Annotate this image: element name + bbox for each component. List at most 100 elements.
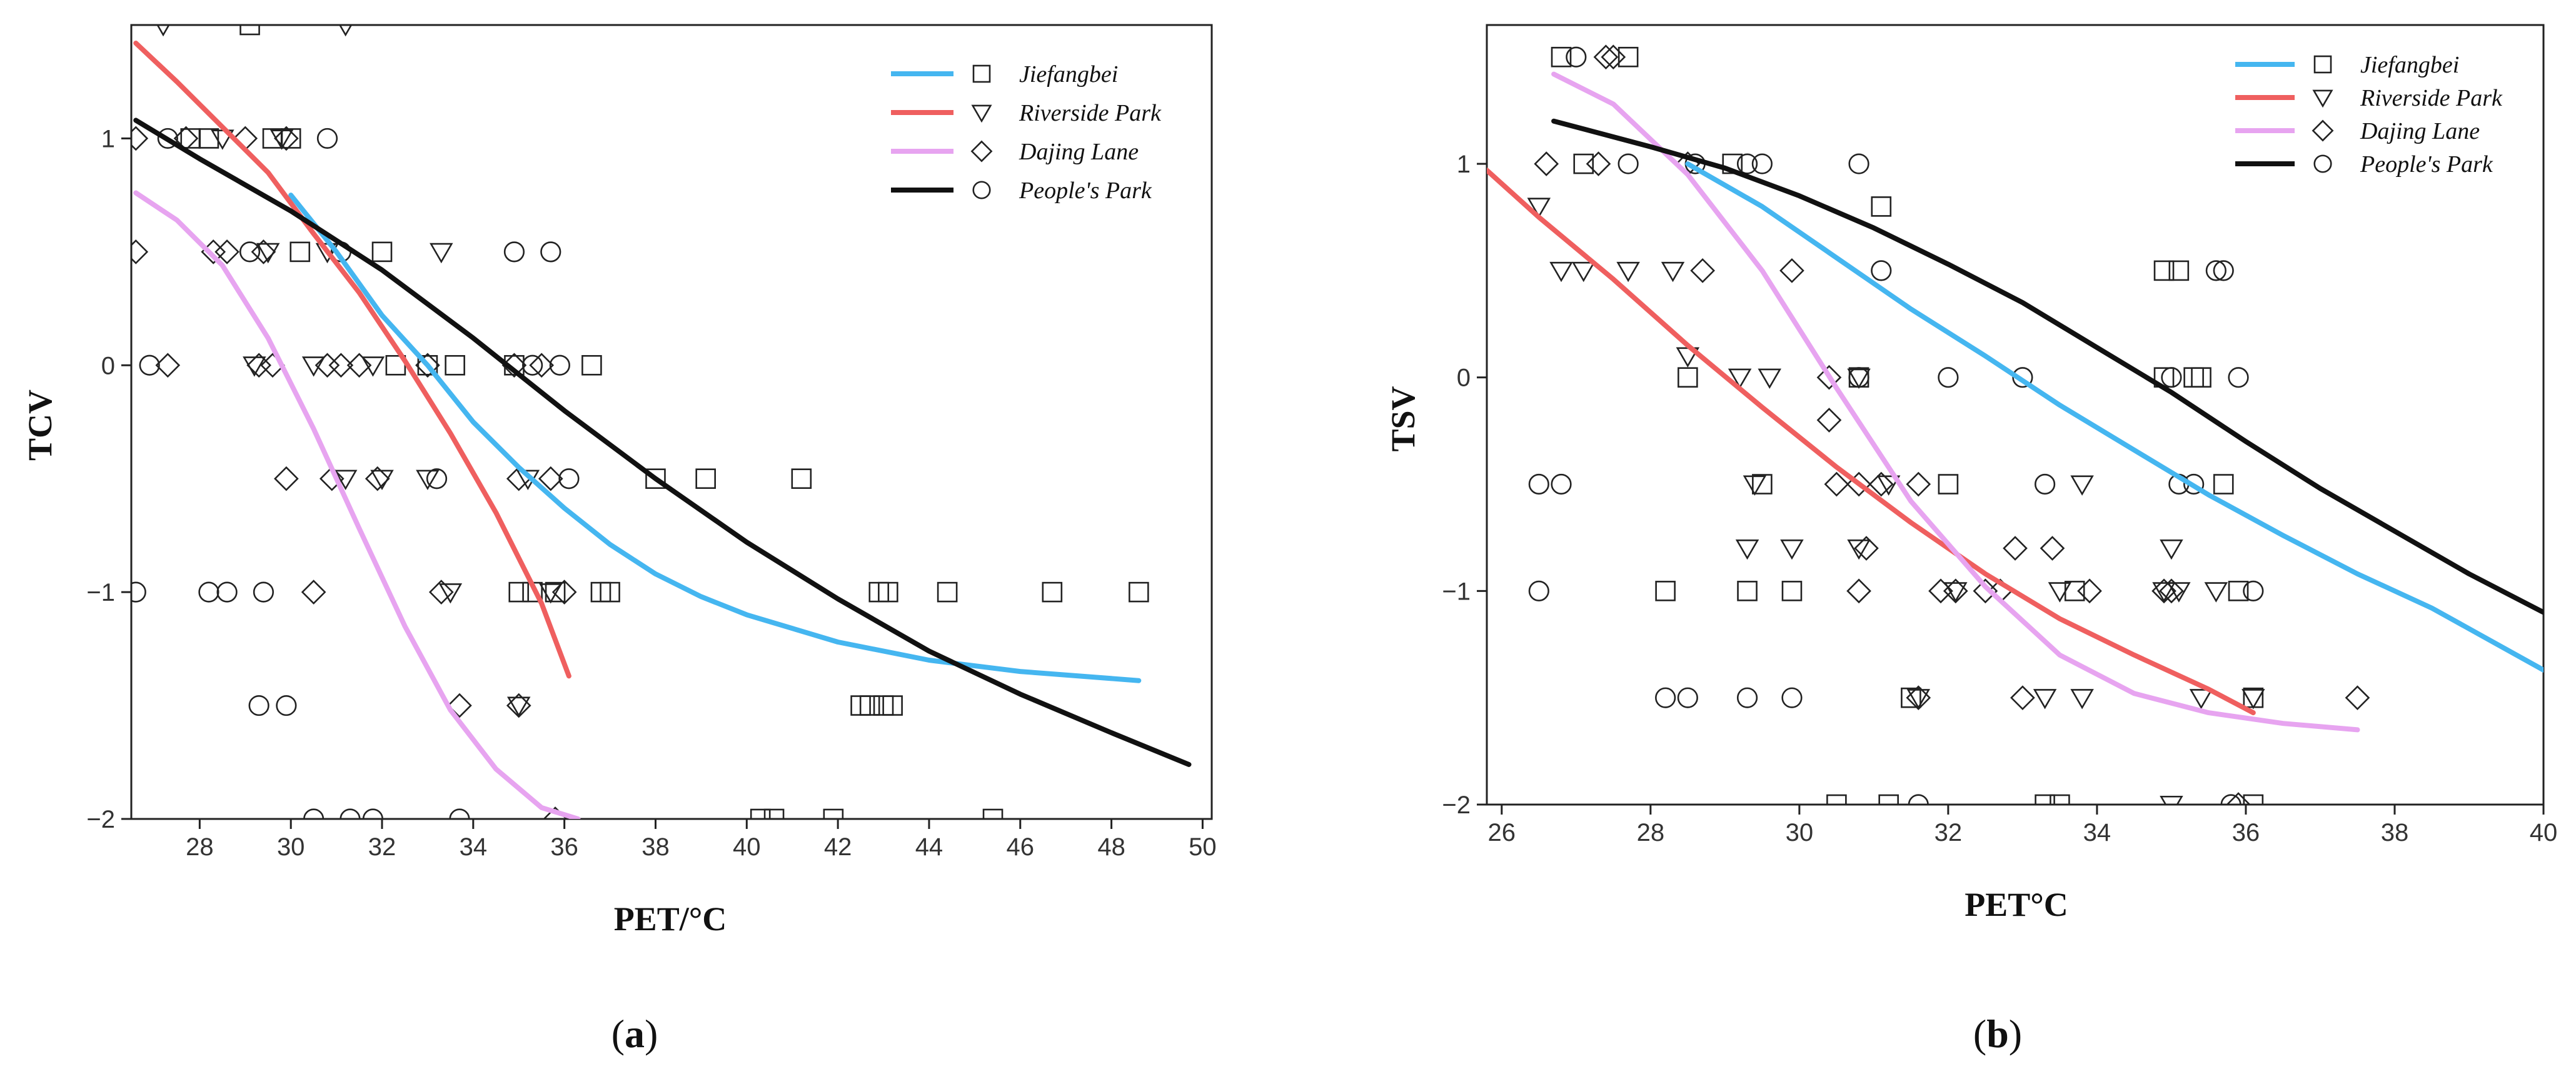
data-point-jiefangbei xyxy=(1901,687,1921,708)
data-point-people-s-park xyxy=(239,241,261,263)
data-point-dajing-lane xyxy=(314,353,340,378)
data-point-people-s-park xyxy=(549,354,570,376)
data-point-people-s-park xyxy=(1528,580,1549,601)
data-point-dajing-lane xyxy=(415,353,440,378)
data-point-jiefangbei xyxy=(2064,581,2085,601)
data-point-dajing-lane xyxy=(1906,685,1931,711)
data-point-people-s-park xyxy=(2213,260,2234,281)
curve-dajing-lane xyxy=(133,190,581,819)
plot-area-b xyxy=(1487,44,2543,805)
data-point-people-s-park xyxy=(1751,153,1773,174)
data-point-people-s-park xyxy=(2161,367,2182,388)
data-point-riverside-park xyxy=(1780,539,1804,560)
data-point-dajing-lane xyxy=(1690,258,1715,283)
data-point-jiefangbei xyxy=(1551,46,1572,68)
data-point-jiefangbei xyxy=(2168,260,2190,281)
data-point-dajing-lane xyxy=(1586,151,1611,176)
data-point-jiefangbei xyxy=(1878,794,1899,805)
data-point-jiefangbei xyxy=(2228,581,2249,601)
x-tick-label: 34 xyxy=(2083,819,2111,846)
data-point-dajing-lane xyxy=(1816,364,1842,390)
data-point-riverside-park xyxy=(1847,368,1871,389)
data-point-dajing-lane xyxy=(214,239,239,264)
data-point-people-s-park xyxy=(2243,580,2264,601)
curve-jiefangbei xyxy=(288,193,1142,683)
data-point-riverside-park xyxy=(1728,368,1752,389)
x-tick-label: 32 xyxy=(1935,819,1963,846)
legend-marker-jiefangbei xyxy=(2313,55,2332,74)
data-point-people-s-park xyxy=(1781,687,1803,708)
data-point-jiefangbei xyxy=(371,241,393,263)
data-point-riverside-park xyxy=(1944,582,1968,603)
data-point-jiefangbei xyxy=(198,128,219,149)
data-point-riverside-park xyxy=(1735,539,1759,560)
data-point-dajing-lane xyxy=(2151,578,2176,604)
data-point-riverside-park xyxy=(1616,261,1640,283)
data-point-people-s-park xyxy=(1908,794,1929,805)
legend-marker-dajing-lane xyxy=(970,140,993,163)
data-point-riverside-park xyxy=(1906,689,1931,710)
data-point-dajing-lane xyxy=(1593,44,1619,70)
data-point-people-s-park xyxy=(1848,153,1869,174)
data-point-people-s-park xyxy=(1736,687,1758,708)
y-tick-label: 0 xyxy=(1457,364,1471,392)
data-point-dajing-lane xyxy=(538,466,563,491)
data-point-jiefangbei xyxy=(1938,474,1959,494)
data-point-jiefangbei xyxy=(2213,474,2234,494)
data-point-dajing-lane xyxy=(2077,578,2102,604)
data-point-riverside-park xyxy=(2152,582,2176,603)
data-point-jiefangbei xyxy=(2183,367,2204,388)
data-point-riverside-park xyxy=(438,583,463,604)
data-point-riverside-park xyxy=(1876,475,1901,496)
data-point-jiefangbei xyxy=(763,808,785,819)
data-point-jiefangbei xyxy=(1871,196,1892,217)
data-point-jiefangbei xyxy=(600,581,620,603)
legend-label-riverside-park: Riverside Park xyxy=(1019,100,1162,126)
data-point-people-s-park xyxy=(340,808,361,819)
data-point-people-s-park xyxy=(303,808,325,819)
data-point-riverside-park xyxy=(2160,795,2183,805)
data-point-riverside-park xyxy=(1527,198,1551,218)
points-riverside-park xyxy=(1527,198,2265,805)
data-point-jiefangbei xyxy=(280,128,301,149)
data-point-jiefangbei xyxy=(859,695,880,716)
legend-marker-people-s-park xyxy=(972,181,991,199)
x-tick-label: 44 xyxy=(915,833,943,861)
xlabel-a: PET/°C xyxy=(614,900,727,938)
data-point-dajing-lane xyxy=(274,466,299,491)
data-point-dajing-lane xyxy=(155,353,181,378)
data-point-jiefangbei xyxy=(2191,367,2211,388)
data-point-jiefangbei xyxy=(750,808,771,819)
data-point-riverside-park xyxy=(361,356,385,377)
data-point-dajing-lane xyxy=(131,239,149,264)
legend-label-jiefangbei: Jiefangbei xyxy=(2360,52,2459,78)
data-point-dajing-lane xyxy=(1601,44,1626,70)
data-point-dajing-lane xyxy=(2003,536,2028,561)
x-tick-label: 36 xyxy=(550,833,578,861)
y-tick-label: −1 xyxy=(1442,578,1471,605)
curve-people-s-park xyxy=(133,118,1192,767)
data-point-dajing-lane xyxy=(301,580,326,605)
data-point-dajing-lane xyxy=(2345,685,2370,711)
data-point-dajing-lane xyxy=(2226,792,2251,805)
data-point-dajing-lane xyxy=(2010,685,2035,711)
y-tick-label: 0 xyxy=(101,352,115,379)
data-point-riverside-park xyxy=(506,696,531,717)
data-point-dajing-lane xyxy=(501,353,527,378)
x-tick-label: 42 xyxy=(824,833,852,861)
data-point-jiefangbei xyxy=(937,581,958,603)
legend-marker-dajing-lane xyxy=(2312,119,2334,142)
data-point-people-s-park xyxy=(216,581,238,603)
data-point-riverside-park xyxy=(1571,261,1596,283)
data-point-dajing-lane xyxy=(447,693,472,718)
data-point-people-s-park xyxy=(503,241,525,263)
data-point-people-s-park xyxy=(522,354,543,376)
legend-label-dajing-lane: Dajing Lane xyxy=(2360,118,2480,144)
data-point-riverside-park xyxy=(339,25,353,37)
data-point-riverside-park xyxy=(416,469,440,491)
data-point-people-s-park xyxy=(1736,153,1758,174)
data-point-jiefangbei xyxy=(508,581,530,603)
x-tick-label: 38 xyxy=(641,833,670,861)
panel-a: TCV PET/°C (a) Jiefangbei Riverside Park D… xyxy=(21,24,1217,1056)
data-point-people-s-park xyxy=(2205,260,2226,281)
